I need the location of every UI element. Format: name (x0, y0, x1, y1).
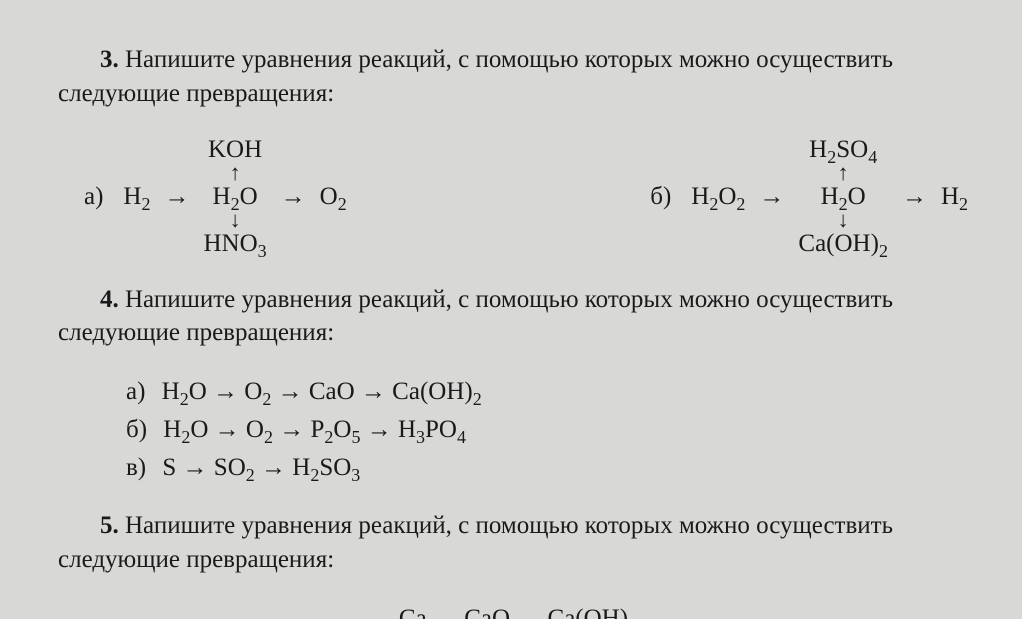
q3a-scheme: а) H2 → KOH ↑ H2O ↓ HNO3 → O2 (84, 136, 347, 258)
q4-item-a-label: а) (126, 378, 145, 405)
q3b-arrow-up: ↑ (838, 163, 849, 183)
q3-prompt-line: 3. Напишите уравнения реакций, с помощью… (58, 43, 978, 111)
q4-item-b-label: б) (126, 416, 147, 443)
q3a-label: а) (84, 180, 103, 214)
q5-prompt-line: 5. Напишите уравнения реакций, с помощью… (58, 509, 978, 577)
q3b-arrow-2: → (902, 180, 927, 214)
q5-prompt: Напишите уравнения реакций, с помощью ко… (58, 512, 893, 573)
q3b-bottom: Ca(OH)2 (798, 230, 888, 258)
q5-number: 5. (100, 512, 119, 539)
q3a-center: H2O (213, 183, 258, 211)
q3a-arrow-down: ↓ (230, 210, 241, 230)
q4-item-a: а) H2O → O2 → CaO → Ca(OH)2 (126, 375, 978, 409)
q3-prompt: Напишите уравнения реакций, с помощью ко… (58, 46, 893, 107)
q3-number: 3. (100, 46, 119, 73)
q3b-scheme: б) H2O2 → H2SO4 ↑ H2O ↓ Ca(OH)2 → H2 (650, 136, 968, 258)
q3b-right: H2 (941, 180, 968, 214)
q3a-arrow-2: → (281, 180, 306, 214)
page: 3. Напишите уравнения реакций, с помощью… (0, 0, 1022, 619)
q4-item-c: в) S → SO2 → H2SO3 (126, 451, 978, 485)
q4-item-c-chain: S → SO2 → H2SO3 (162, 454, 360, 481)
q4-item-c-label: в) (126, 454, 146, 481)
q3a-arrow-up: ↑ (230, 163, 241, 183)
q4-prompt: Напишите уравнения реакций, с помощью ко… (58, 286, 893, 347)
q3a-center-column: KOH ↑ H2O ↓ HNO3 (203, 136, 266, 258)
q4-prompt-line: 4. Напишите уравнения реакций, с помощью… (58, 283, 978, 351)
q3b-arrow-down: ↓ (838, 210, 849, 230)
q3-schemes: а) H2 → KOH ↑ H2O ↓ HNO3 → O2 б) H2O2 → … (58, 136, 978, 258)
q3b-arrow-1: → (759, 180, 784, 214)
q3a-arrow-1: → (164, 180, 189, 214)
q3b-center: H2O (821, 183, 866, 211)
q3b-left: H2O2 (691, 180, 745, 214)
q4-item-b-chain: H2O → O2 → P2O5 → H3PO4 (163, 416, 466, 443)
q3b-label: б) (650, 180, 671, 214)
q3b-top: H2SO4 (809, 136, 877, 164)
q4-list: а) H2O → O2 → CaO → Ca(OH)2 б) H2O → O2 … (58, 375, 978, 484)
q5-equation-line: Ca → CaO → Ca(OH)2 (58, 602, 978, 619)
q3a-top: KOH (208, 136, 262, 164)
q4-item-a-chain: H2O → O2 → CaO → Ca(OH)2 (162, 378, 482, 405)
q3a-left: H2 (123, 180, 150, 214)
q4-number: 4. (100, 286, 119, 313)
q3a-bottom: HNO3 (203, 230, 266, 258)
q4-item-b: б) H2O → O2 → P2O5 → H3PO4 (126, 413, 978, 447)
q3a-right: O2 (320, 180, 347, 214)
q3b-center-column: H2SO4 ↑ H2O ↓ Ca(OH)2 (798, 136, 888, 258)
q5-equation: Ca → CaO → Ca(OH)2 (399, 605, 637, 619)
